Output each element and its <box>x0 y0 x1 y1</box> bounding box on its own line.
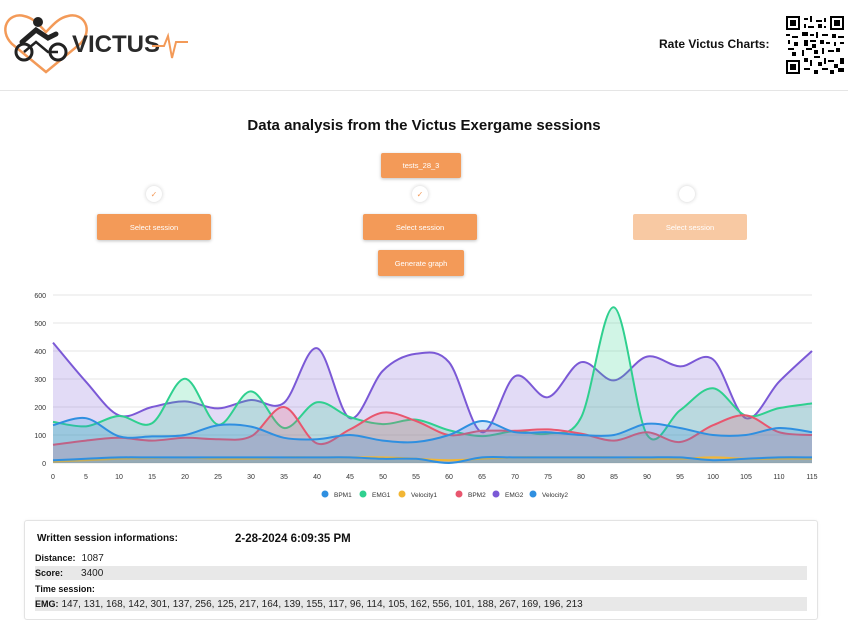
check-icon-3[interactable] <box>679 186 695 202</box>
check-icon-2[interactable]: ✓ <box>412 186 428 202</box>
distance-row: Distance: 1087 <box>35 551 807 565</box>
x-tick-label: 20 <box>181 474 189 481</box>
y-tick-label: 300 <box>34 377 46 384</box>
x-tick-label: 75 <box>544 474 552 481</box>
legend-marker-emg1 <box>359 490 367 498</box>
x-tick-label: 10 <box>115 474 123 481</box>
x-tick-label: 55 <box>412 474 420 481</box>
y-tick-label: 400 <box>34 349 46 356</box>
x-tick-label: 85 <box>610 474 618 481</box>
x-tick-label: 45 <box>346 474 354 481</box>
y-tick-label: 600 <box>34 293 46 300</box>
emg-key: EMG: <box>35 599 59 609</box>
brand-text: VICTUS <box>72 31 160 58</box>
info-title: Written session informations: <box>37 533 178 544</box>
y-tick-label: 0 <box>42 461 46 468</box>
time-session-key: Time session: <box>35 584 95 594</box>
x-tick-label: 100 <box>707 474 719 481</box>
victus-logo[interactable]: VICTUS <box>2 12 190 78</box>
qr-code[interactable] <box>786 16 844 74</box>
score-value: 3400 <box>81 567 104 579</box>
legend-marker-bpm2 <box>455 490 463 498</box>
x-tick-label: 25 <box>214 474 222 481</box>
legend-label-bpm1: BPM1 <box>334 492 352 499</box>
legend-label-emg2: EMG2 <box>505 492 524 499</box>
page-title: Data analysis from the Victus Exergame s… <box>247 117 601 134</box>
series-area-velocity2 <box>53 456 812 464</box>
legend-marker-bpm1 <box>321 490 329 498</box>
x-tick-label: 105 <box>740 474 752 481</box>
emg-value: 147, 131, 168, 142, 301, 137, 256, 125, … <box>61 598 583 610</box>
check-icon-1[interactable]: ✓ <box>146 186 162 202</box>
session-chart: 0 100 200 300 400 500 600 0 5 10 15 20 25 30 35 40 45 50 5… <box>22 288 828 504</box>
time-session-row: Time session: <box>35 582 807 596</box>
x-tick-label: 15 <box>148 474 156 481</box>
y-tick-label: 500 <box>34 321 46 328</box>
series-line-bpm2 <box>52 406 813 446</box>
x-tick-label: 0 <box>51 474 55 481</box>
legend-label-velocity2: Velocity2 <box>542 492 568 499</box>
legend-marker-velocity2 <box>529 490 537 498</box>
score-key: Score: <box>35 568 64 578</box>
series-line-velocity2 <box>52 455 813 465</box>
select-session-button-1[interactable]: Select session <box>97 214 211 240</box>
x-tick-label: 65 <box>478 474 486 481</box>
legend-marker-emg2 <box>492 490 500 498</box>
emg-row: EMG: 147, 131, 168, 142, 301, 137, 256, … <box>35 597 807 611</box>
distance-key: Distance: <box>35 553 76 563</box>
generate-graph-button[interactable]: Generate graph <box>378 250 464 276</box>
app-header: VICTUS Rate Victus Charts: <box>0 0 848 91</box>
select-session-button-2[interactable]: Select session <box>363 214 477 240</box>
select-session-button-3[interactable]: Select session <box>633 214 747 240</box>
legend-label-emg1: EMG1 <box>372 492 391 499</box>
distance-value: 1087 <box>81 552 104 564</box>
x-tick-label: 35 <box>280 474 288 481</box>
x-tick-label: 60 <box>445 474 453 481</box>
x-tick-label: 110 <box>773 474 784 481</box>
series-line-bpm1 <box>52 416 813 444</box>
x-tick-label: 50 <box>379 474 387 481</box>
x-tick-label: 5 <box>84 474 88 481</box>
session-date: 2-28-2024 6:09:35 PM <box>235 533 351 545</box>
session-tag-button[interactable]: tests_28_3 <box>381 153 461 178</box>
x-tick-label: 95 <box>676 474 684 481</box>
series-area-emg1 <box>53 307 812 463</box>
x-tick-label: 40 <box>313 474 321 481</box>
series-area-bpm2 <box>53 406 812 463</box>
series-line-emg1 <box>52 306 813 441</box>
session-info-panel: Written session informations: 2-28-2024 … <box>24 520 818 620</box>
x-tick-label: 80 <box>577 474 585 481</box>
legend-label-velocity1: Velocity1 <box>411 492 437 499</box>
legend-label-bpm2: BPM2 <box>468 492 486 499</box>
x-tick-label: 115 <box>806 474 817 481</box>
y-tick-label: 100 <box>34 433 46 440</box>
series-line-emg2 <box>52 341 813 434</box>
y-tick-label: 200 <box>34 405 46 412</box>
score-row: Score: 3400 <box>35 566 807 580</box>
legend-marker-velocity1 <box>398 490 406 498</box>
chart-svg: 0 100 200 300 400 500 600 0 5 10 15 20 25 30 35 40 45 50 5… <box>34 293 817 499</box>
x-tick-label: 90 <box>643 474 651 481</box>
x-tick-label: 30 <box>247 474 255 481</box>
x-tick-label: 70 <box>511 474 519 481</box>
rate-label: Rate Victus Charts: <box>659 37 770 51</box>
